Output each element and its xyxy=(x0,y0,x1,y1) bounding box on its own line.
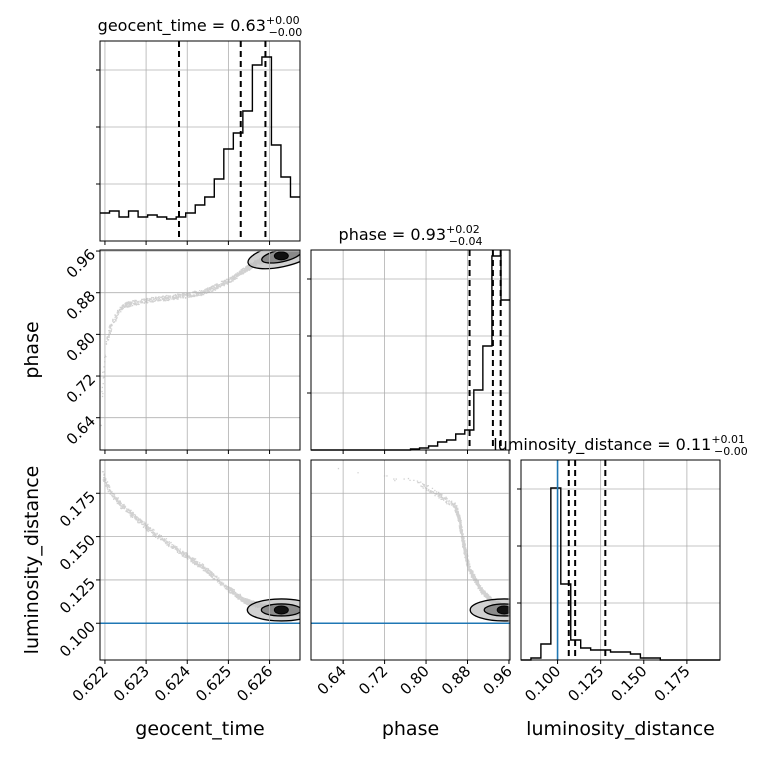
density-layer xyxy=(100,250,510,622)
frame-hist-panel-phase xyxy=(310,249,511,451)
histogram-luminosity_distance xyxy=(521,487,720,661)
grid-layer xyxy=(100,41,720,660)
title-lower-error: −0.00 xyxy=(714,445,748,458)
x-tick-label-phase: 0.96 xyxy=(479,662,515,698)
density-scatter-panel-phase-vs-luminosity_distance xyxy=(337,467,510,622)
x-tick-label-geocent_time: 0.622 xyxy=(69,662,112,705)
title-main: luminosity_distance = 0.11 xyxy=(493,435,711,455)
density-scatter-panel-geocent_time-vs-phase xyxy=(100,250,300,427)
title-upper-error: +0.00 xyxy=(266,14,300,27)
y-tick-label-phase: 0.64 xyxy=(63,412,99,448)
x-tick-label-luminosity_distance: 0.100 xyxy=(521,662,564,705)
x-tick-label-geocent_time: 0.624 xyxy=(151,662,194,705)
x-tick-label-geocent_time: 0.625 xyxy=(192,662,235,705)
y-tick-label-phase: 0.72 xyxy=(63,370,99,406)
contour-peak xyxy=(273,251,289,261)
panel-title-luminosity_distance: luminosity_distance = 0.11+0.01 −0.00 xyxy=(493,433,748,458)
title-main: phase = 0.93 xyxy=(339,225,446,244)
x-tick-label-geocent_time: 0.623 xyxy=(110,662,153,705)
frame-hist-panel-luminosity_distance xyxy=(520,459,721,661)
contour-peak xyxy=(496,605,510,615)
frame-scatter-panel-geocent_time-vs-phase xyxy=(99,249,301,451)
title-upper-error: +0.01 xyxy=(711,433,745,446)
y-tick-label-luminosity_distance: 0.175 xyxy=(56,488,99,531)
y-tick-label-phase: 0.96 xyxy=(63,245,99,281)
panel-title-geocent_time: geocent_time = 0.63+0.00 −0.00 xyxy=(98,14,303,39)
scatter-points-scatter-panel-phase-vs-luminosity_distance xyxy=(337,467,509,617)
frame-scatter-panel-phase-vs-luminosity_distance xyxy=(310,459,511,661)
contour-peak xyxy=(273,605,289,615)
histogram-phase xyxy=(311,255,510,451)
x-tick-label-phase: 0.72 xyxy=(355,662,391,698)
y-tick-label-luminosity_distance: 0.125 xyxy=(56,574,99,617)
x-axis-label-luminosity_distance: luminosity_distance xyxy=(526,718,715,740)
x-tick-label-luminosity_distance: 0.125 xyxy=(564,662,607,705)
y-tick-label-phase: 0.88 xyxy=(63,287,99,323)
scatter-points-scatter-panel-geocent_time-vs-phase xyxy=(100,251,300,427)
x-tick-label-luminosity_distance: 0.175 xyxy=(651,662,694,705)
title-lower-error: −0.00 xyxy=(269,26,303,39)
y-tick-label-luminosity_distance: 0.150 xyxy=(56,531,99,574)
x-axis-label-phase: phase xyxy=(382,718,439,740)
frame-hist-panel-geocent_time xyxy=(99,40,301,242)
y-axis-label-phase: phase xyxy=(21,321,43,378)
title-lower-error: −0.04 xyxy=(449,235,483,248)
frame-scatter-panel-geocent_time-vs-luminosity_distance xyxy=(99,459,301,661)
histogram-geocent_time xyxy=(100,56,300,220)
x-tick-label-geocent_time: 0.626 xyxy=(233,662,276,705)
x-axis-label-geocent_time: geocent_time xyxy=(135,718,264,740)
x-tick-label-phase: 0.88 xyxy=(438,662,474,698)
title-main: geocent_time = 0.63 xyxy=(98,16,266,36)
frame-layer xyxy=(96,40,721,664)
y-tick-label-luminosity_distance: 0.100 xyxy=(56,618,99,661)
x-tick-label-luminosity_distance: 0.150 xyxy=(608,662,651,705)
data-layer xyxy=(100,41,720,661)
panel-title-phase: phase = 0.93+0.02 −0.04 xyxy=(339,223,483,248)
x-tick-label-phase: 0.64 xyxy=(314,662,350,698)
y-axis-label-luminosity_distance: luminosity_distance xyxy=(21,466,43,655)
title-upper-error: +0.02 xyxy=(446,223,480,236)
x-tick-label-phase: 0.80 xyxy=(397,662,433,698)
density-scatter-panel-geocent_time-vs-luminosity_distance xyxy=(101,471,300,622)
y-tick-label-phase: 0.80 xyxy=(63,329,99,365)
